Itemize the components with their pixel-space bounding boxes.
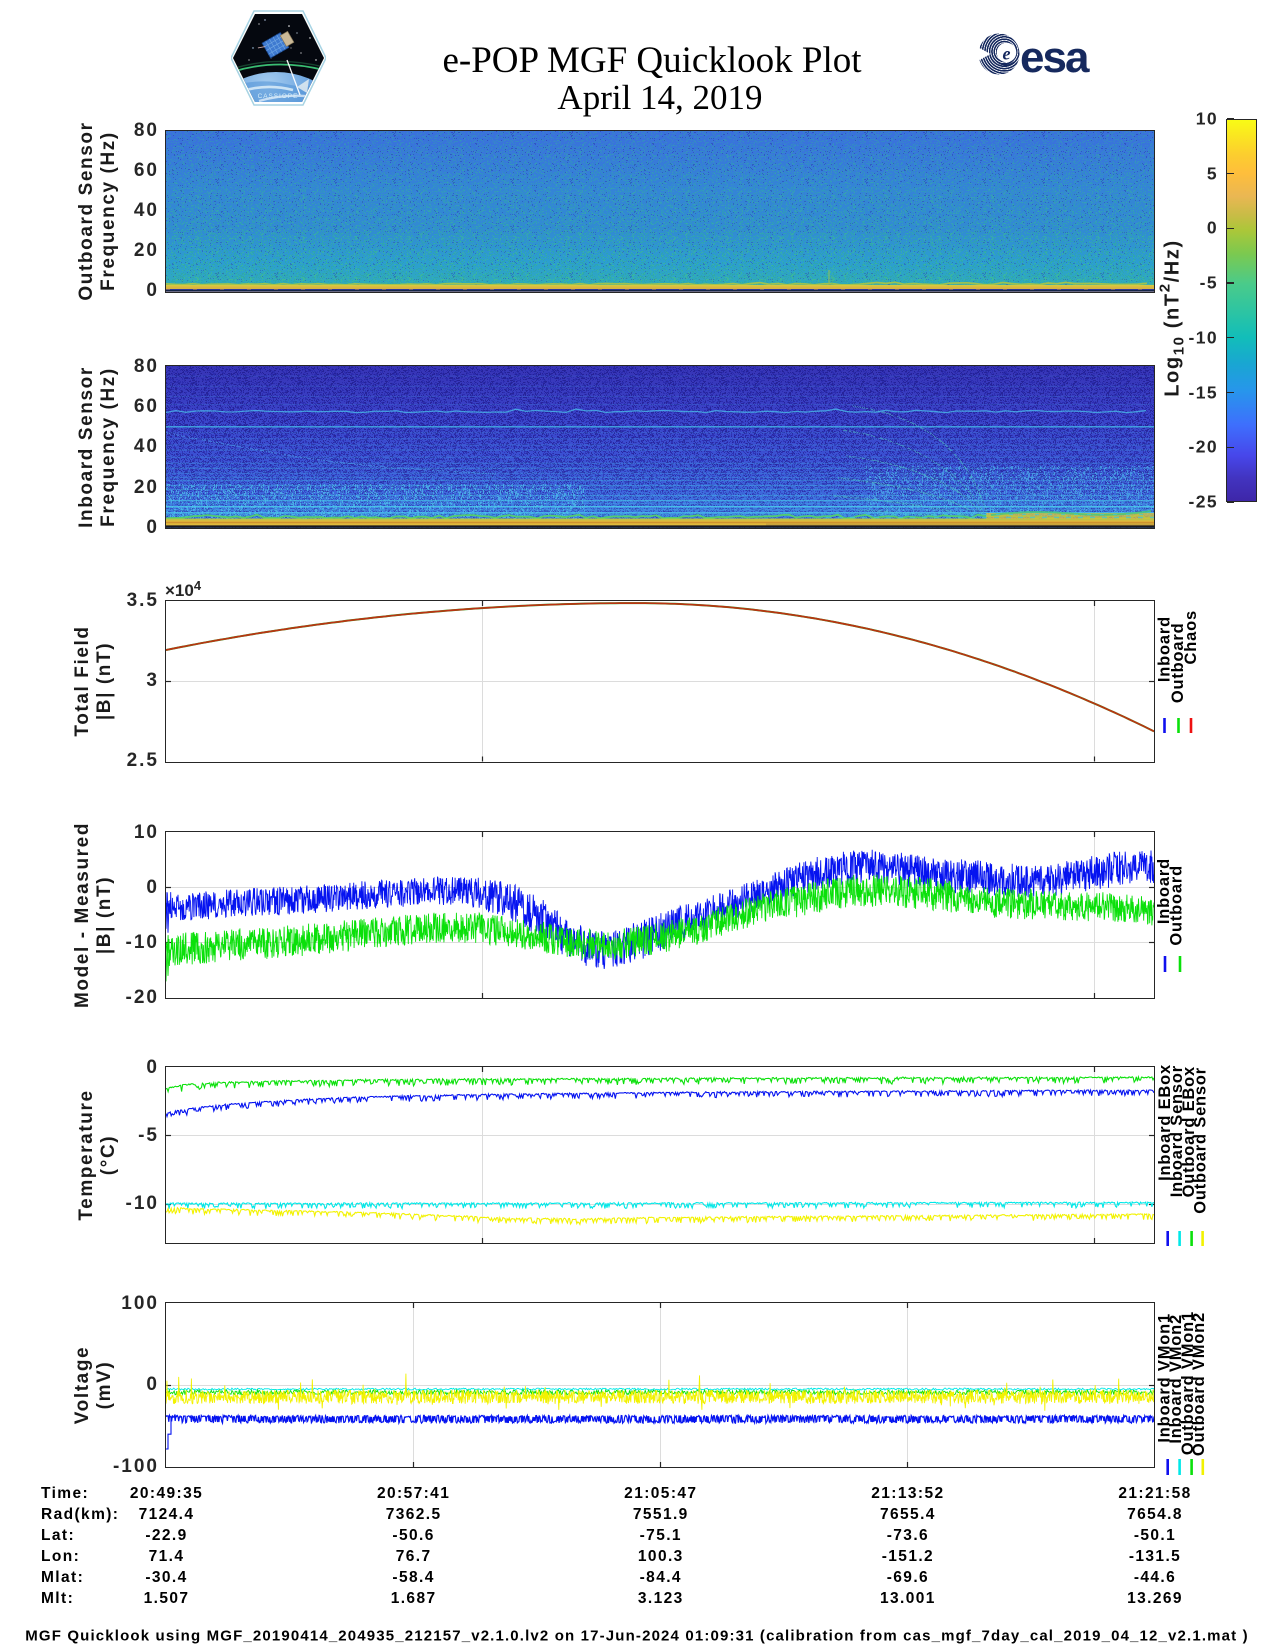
svg-text:Inboard VMon2: Inboard VMon2	[1167, 1314, 1185, 1444]
svg-text:Inboard: Inboard	[1155, 858, 1173, 924]
svg-text:Outboard Sensor: Outboard Sensor	[1192, 1067, 1210, 1214]
svg-text:Outboard VMon2: Outboard VMon2	[1190, 1312, 1208, 1456]
svg-text:Outboard VMon1: Outboard VMon1	[1179, 1311, 1197, 1455]
svg-text:esa: esa	[1020, 33, 1090, 79]
svg-text:Inboard VMon1: Inboard VMon1	[1156, 1313, 1174, 1443]
svg-text:Outboard EBox: Outboard EBox	[1180, 1066, 1198, 1197]
svg-text:Outboard: Outboard	[1169, 623, 1187, 704]
svg-text:Inboard EBox: Inboard EBox	[1156, 1064, 1174, 1181]
svg-text:Inboard: Inboard	[1156, 616, 1174, 682]
svg-text:Chaos: Chaos	[1182, 610, 1200, 664]
svg-text:e: e	[1003, 44, 1011, 64]
svg-text:CASSIOPE: CASSIOPE	[258, 93, 299, 100]
svg-text:Outboard: Outboard	[1168, 865, 1186, 946]
svg-text:Inboard Sensor: Inboard Sensor	[1168, 1065, 1186, 1197]
